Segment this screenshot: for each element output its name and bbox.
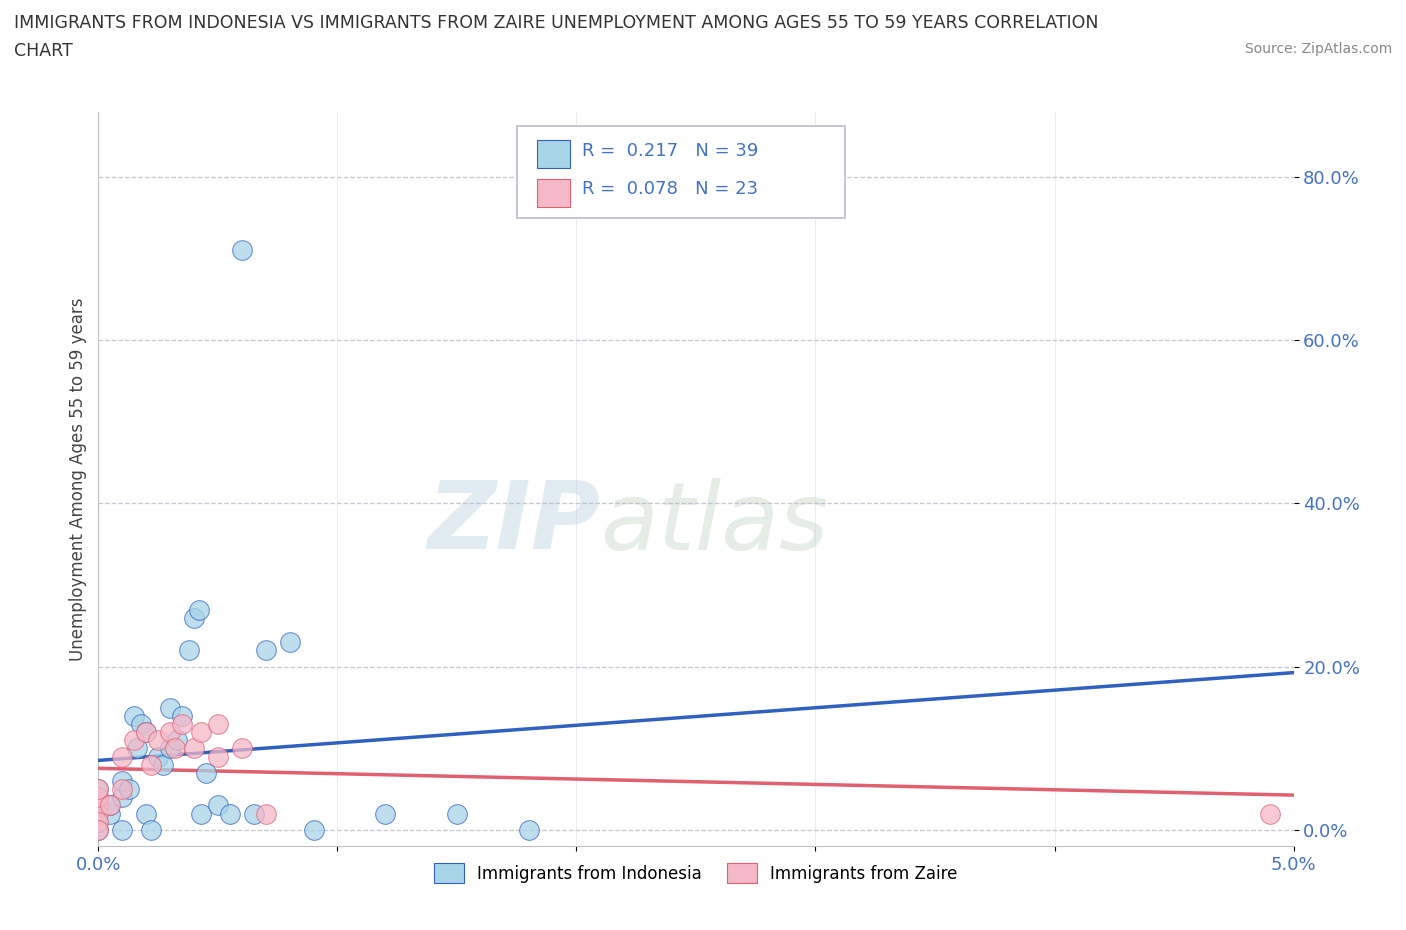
Point — [183, 610, 205, 625]
Point — [207, 798, 229, 813]
Point — [124, 709, 146, 724]
Point — [135, 724, 157, 739]
Text: ZIP: ZIP — [427, 477, 600, 569]
Point — [87, 815, 110, 830]
Point — [190, 806, 212, 821]
Point — [446, 806, 468, 821]
Point — [87, 790, 110, 804]
Point — [172, 709, 194, 724]
Point — [87, 815, 110, 830]
Point — [148, 749, 170, 764]
Point — [135, 806, 157, 821]
Point — [118, 782, 141, 797]
Point — [166, 733, 188, 748]
Text: IMMIGRANTS FROM INDONESIA VS IMMIGRANTS FROM ZAIRE UNEMPLOYMENT AMONG AGES 55 TO: IMMIGRANTS FROM INDONESIA VS IMMIGRANTS … — [14, 14, 1098, 32]
Point — [87, 782, 110, 797]
Point — [87, 806, 110, 821]
Point — [374, 806, 396, 821]
Text: R =  0.078   N = 23: R = 0.078 N = 23 — [582, 179, 759, 198]
Bar — [537, 140, 571, 168]
Point — [207, 716, 229, 731]
Point — [87, 806, 110, 821]
Point — [139, 822, 162, 837]
Point — [139, 757, 162, 772]
Point — [87, 798, 110, 813]
Point — [152, 757, 174, 772]
Point — [87, 822, 110, 837]
Point — [254, 806, 277, 821]
Point — [148, 733, 170, 748]
Point — [111, 822, 134, 837]
FancyBboxPatch shape — [517, 126, 845, 219]
Point — [111, 782, 134, 797]
Point — [87, 782, 110, 797]
Point — [278, 635, 301, 650]
Text: R =  0.217   N = 39: R = 0.217 N = 39 — [582, 141, 759, 160]
Point — [254, 643, 277, 658]
Point — [190, 724, 212, 739]
Point — [159, 700, 181, 715]
Legend: Immigrants from Indonesia, Immigrants from Zaire: Immigrants from Indonesia, Immigrants fr… — [427, 857, 965, 889]
Point — [87, 798, 110, 813]
Point — [111, 774, 134, 789]
Y-axis label: Unemployment Among Ages 55 to 59 years: Unemployment Among Ages 55 to 59 years — [69, 298, 87, 660]
Point — [302, 822, 325, 837]
Point — [87, 790, 110, 804]
Point — [231, 243, 253, 258]
Point — [98, 806, 122, 821]
Point — [517, 822, 540, 837]
Point — [124, 733, 146, 748]
Point — [163, 741, 186, 756]
Point — [111, 790, 134, 804]
Bar — [537, 179, 571, 207]
Point — [1258, 806, 1281, 821]
Point — [187, 602, 209, 617]
Point — [87, 822, 110, 837]
Point — [172, 716, 194, 731]
Point — [111, 749, 134, 764]
Point — [195, 765, 218, 780]
Point — [131, 716, 153, 731]
Point — [183, 741, 205, 756]
Point — [159, 741, 181, 756]
Point — [159, 724, 181, 739]
Point — [98, 798, 122, 813]
Point — [179, 643, 201, 658]
Point — [243, 806, 266, 821]
Text: atlas: atlas — [600, 477, 828, 568]
Point — [231, 741, 253, 756]
Text: CHART: CHART — [14, 42, 73, 60]
Point — [135, 724, 157, 739]
Point — [207, 749, 229, 764]
Point — [125, 741, 148, 756]
Point — [98, 798, 122, 813]
Point — [219, 806, 242, 821]
Text: Source: ZipAtlas.com: Source: ZipAtlas.com — [1244, 42, 1392, 56]
